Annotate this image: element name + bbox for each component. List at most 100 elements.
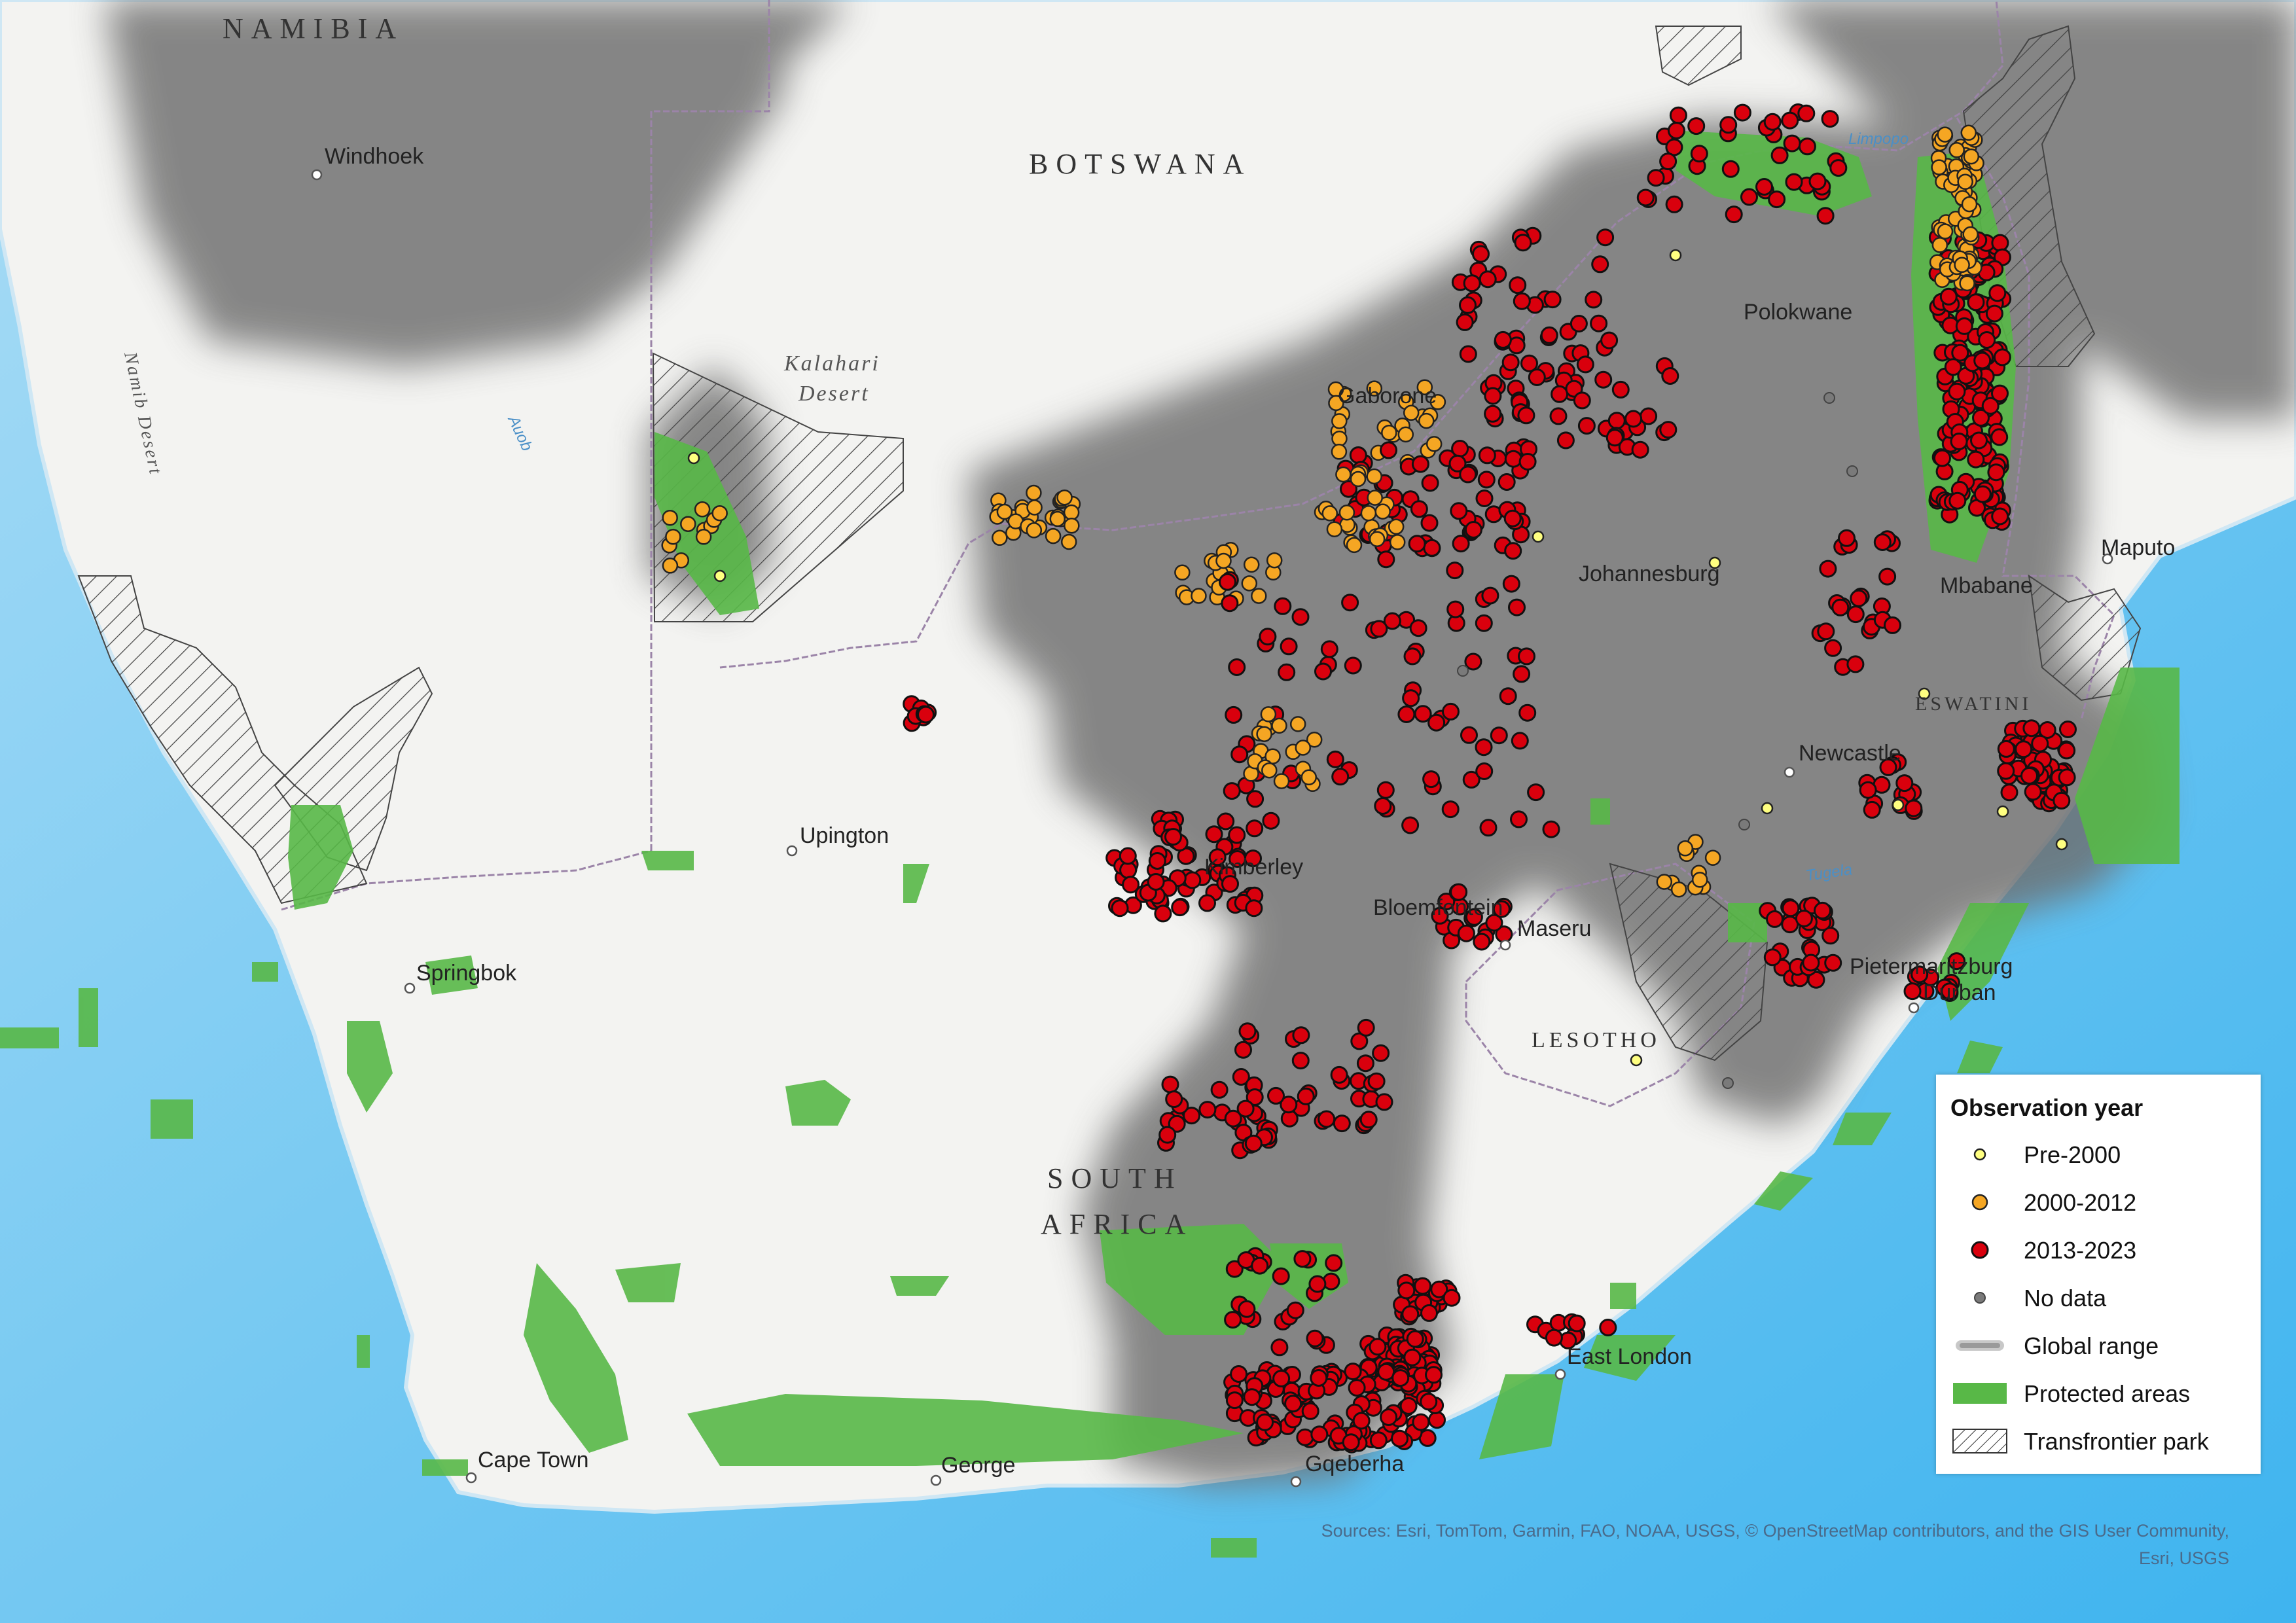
observation-point-red [1802,954,1820,972]
observation-point-red [1797,104,1816,122]
observation-point-red [1501,353,1520,372]
observation-point-red [1520,354,1538,372]
legend-item-no-data: No data [1950,1278,2258,1317]
observation-point-red [1665,195,1683,213]
observation-point-orange [1656,874,1673,890]
observation-point-orange [1045,527,1062,544]
observation-point-red [1246,1088,1264,1106]
observation-point-red [1224,1109,1242,1128]
observation-point-red [1291,608,1310,626]
observation-point-red [1452,535,1470,553]
observation-point-red [1991,507,2009,526]
observation-point-red [1542,820,1560,838]
observation-point-red [1274,597,1292,615]
observation-point-red [1640,407,1658,425]
observation-point-orange [996,503,1013,520]
observation-point-orange [1256,726,1272,742]
observation-point-red [1205,825,1223,844]
observation-point-red [1624,410,1643,428]
observation-point-orange [1241,575,1258,592]
legend-item-transfrontier-park: Transfrontier park [1950,1421,2258,1461]
observation-point-red [1972,408,1990,427]
observation-point-orange [1049,510,1066,527]
observation-point-red [1472,245,1490,263]
observation-point-red [1829,159,1848,177]
legend-label: Transfrontier park [2024,1428,2209,1455]
observation-point-red [1484,387,1502,405]
observation-point-red [1301,1402,1319,1420]
observation-point-yellow [2055,838,2068,851]
observation-point-red [1879,758,1897,776]
observation-point-red [1259,628,1277,646]
observation-point-red [1397,705,1416,723]
observation-point-red [1367,1072,1386,1090]
observation-point-orange [1366,468,1382,485]
observation-point-red [1272,1370,1291,1387]
observation-point-red [1340,480,1357,498]
observation-point-red [1997,740,2015,758]
observation-point-red [1344,656,1362,675]
observation-point-red [1410,500,1428,518]
observation-point-red [1993,348,2011,366]
observation-point-red [1370,620,1388,638]
legend-label: Pre-2000 [2024,1141,2121,1168]
observation-point-red [1409,619,1427,637]
observation-point-orange [1360,505,1377,522]
legend-label: 2000-2012 [2024,1189,2137,1216]
observation-point-red [1348,1379,1366,1397]
observation-point-red [1165,1090,1183,1109]
observation-point-orange [1300,769,1318,786]
dot-small-yellow-icon [1973,1148,1986,1161]
observation-point-red [1230,745,1249,764]
observation-point-orange [1289,716,1306,732]
observation-point-red [1568,1314,1586,1332]
observation-point-red [1349,446,1367,464]
observation-point-red [1990,428,2009,446]
observation-point-red [1369,1431,1388,1450]
observation-point-red [1408,535,1426,553]
observation-point-red [1406,1330,1424,1348]
observation-point-red [1517,406,1535,425]
observation-point-red [1594,370,1613,389]
observation-point-red [1314,662,1332,681]
observation-point-red [1380,441,1397,459]
observation-point-red [1850,589,1868,607]
observation-point-red [2031,734,2049,753]
observation-point-red [1933,449,1951,467]
observation-point-red [1499,687,1517,705]
observation-point-red [1229,850,1247,868]
observation-point-red [1217,812,1235,830]
observation-point-red [1243,1388,1261,1406]
observation-point-red [1475,762,1494,780]
observation-point-orange [1954,257,1970,274]
observation-point-orange [1948,142,1965,158]
observation-point-orange [1931,237,1948,253]
observation-point-red [1527,783,1545,802]
observation-point-red [1238,1300,1256,1318]
observation-point-red [1475,738,1493,757]
observation-point-red [1846,655,1865,673]
observation-point-red [1782,899,1800,918]
observation-point-red [1421,474,1439,492]
observation-point-grey [1823,392,1835,404]
observation-point-red [1510,810,1528,829]
observation-point-red [1824,954,1842,972]
observation-point-red [1814,901,1831,919]
observation-point-orange [1416,379,1433,395]
observation-point-red [1428,1411,1446,1429]
observation-point-red [1997,762,2015,780]
observation-point-red [1232,1068,1250,1086]
observation-point-grey [1457,665,1469,677]
observation-point-red [1878,567,1897,586]
observation-point-red [1549,407,1568,425]
legend-item-global-range: Global range [1950,1326,2258,1365]
observation-point-red [1465,908,1483,926]
observation-point-red [1278,663,1296,681]
observation-point-red [1293,1250,1312,1268]
observation-point-red [1816,207,1835,225]
observation-point-red [1225,1260,1244,1278]
observation-point-red [1297,1087,1315,1105]
city-pietermaritzburg: Pietermaritzburg [1850,954,2013,979]
observation-point-red [1325,1254,1343,1272]
